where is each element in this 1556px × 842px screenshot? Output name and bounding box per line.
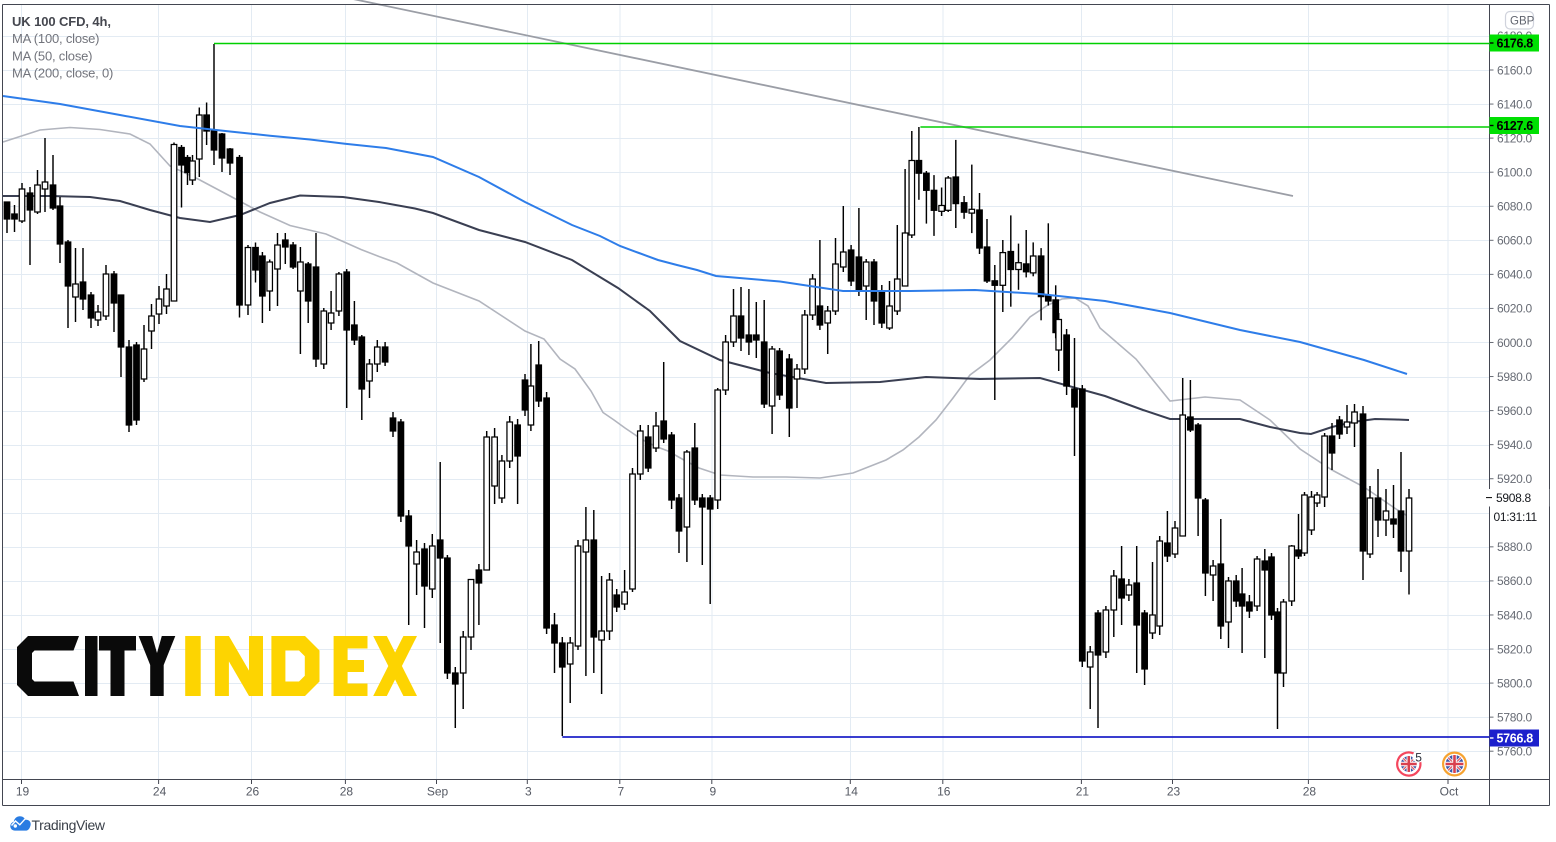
svg-text:5800.0: 5800.0 xyxy=(1497,676,1533,690)
svg-text:Sep: Sep xyxy=(427,785,449,799)
svg-text:19: 19 xyxy=(16,785,30,799)
svg-text:23: 23 xyxy=(1167,785,1181,799)
svg-text:28: 28 xyxy=(1303,785,1317,799)
svg-text:TradingView: TradingView xyxy=(32,817,106,833)
svg-text:6000.0: 6000.0 xyxy=(1497,336,1533,350)
svg-text:5840.0: 5840.0 xyxy=(1497,608,1533,622)
svg-text:6080.0: 6080.0 xyxy=(1497,200,1533,214)
svg-text:Oct: Oct xyxy=(1440,785,1459,799)
svg-text:5860.0: 5860.0 xyxy=(1497,574,1533,588)
svg-text:6160.0: 6160.0 xyxy=(1497,63,1533,77)
svg-text:5960.0: 5960.0 xyxy=(1497,404,1533,418)
svg-text:6176.8: 6176.8 xyxy=(1497,37,1534,51)
svg-text:5880.0: 5880.0 xyxy=(1497,540,1533,554)
svg-text:6100.0: 6100.0 xyxy=(1497,165,1533,179)
svg-text:5908.8: 5908.8 xyxy=(1496,491,1532,505)
svg-text:16: 16 xyxy=(937,785,951,799)
svg-text:5940.0: 5940.0 xyxy=(1497,438,1533,452)
svg-text:5: 5 xyxy=(1415,750,1422,764)
svg-text:UK 100 CFD, 4h,: UK 100 CFD, 4h, xyxy=(12,14,111,29)
svg-text:6120.0: 6120.0 xyxy=(1497,131,1533,145)
svg-text:26: 26 xyxy=(246,785,260,799)
svg-text:01:31:11: 01:31:11 xyxy=(1494,510,1538,524)
svg-text:6020.0: 6020.0 xyxy=(1497,302,1533,316)
svg-text:5820.0: 5820.0 xyxy=(1497,642,1533,656)
svg-text:5920.0: 5920.0 xyxy=(1497,472,1533,486)
svg-text:24: 24 xyxy=(153,785,167,799)
svg-text:9: 9 xyxy=(709,785,716,799)
svg-text:6060.0: 6060.0 xyxy=(1497,234,1533,248)
svg-text:6127.6: 6127.6 xyxy=(1497,119,1534,133)
svg-text:14: 14 xyxy=(845,785,859,799)
svg-text:5780.0: 5780.0 xyxy=(1497,710,1533,724)
svg-text:GBP: GBP xyxy=(1510,16,1535,28)
svg-text:3: 3 xyxy=(525,785,532,799)
svg-text:28: 28 xyxy=(340,785,354,799)
svg-text:6040.0: 6040.0 xyxy=(1497,268,1533,282)
svg-text:5980.0: 5980.0 xyxy=(1497,370,1533,384)
svg-text:MA (100, close): MA (100, close) xyxy=(12,31,99,46)
svg-text:7: 7 xyxy=(617,785,624,799)
svg-text:6140.0: 6140.0 xyxy=(1497,97,1533,111)
svg-text:MA (50, close): MA (50, close) xyxy=(12,49,92,64)
svg-text:21: 21 xyxy=(1076,785,1090,799)
svg-text:5760.0: 5760.0 xyxy=(1497,745,1533,759)
svg-text:MA (200, close, 0): MA (200, close, 0) xyxy=(12,66,113,81)
svg-text:5766.8: 5766.8 xyxy=(1497,732,1534,746)
